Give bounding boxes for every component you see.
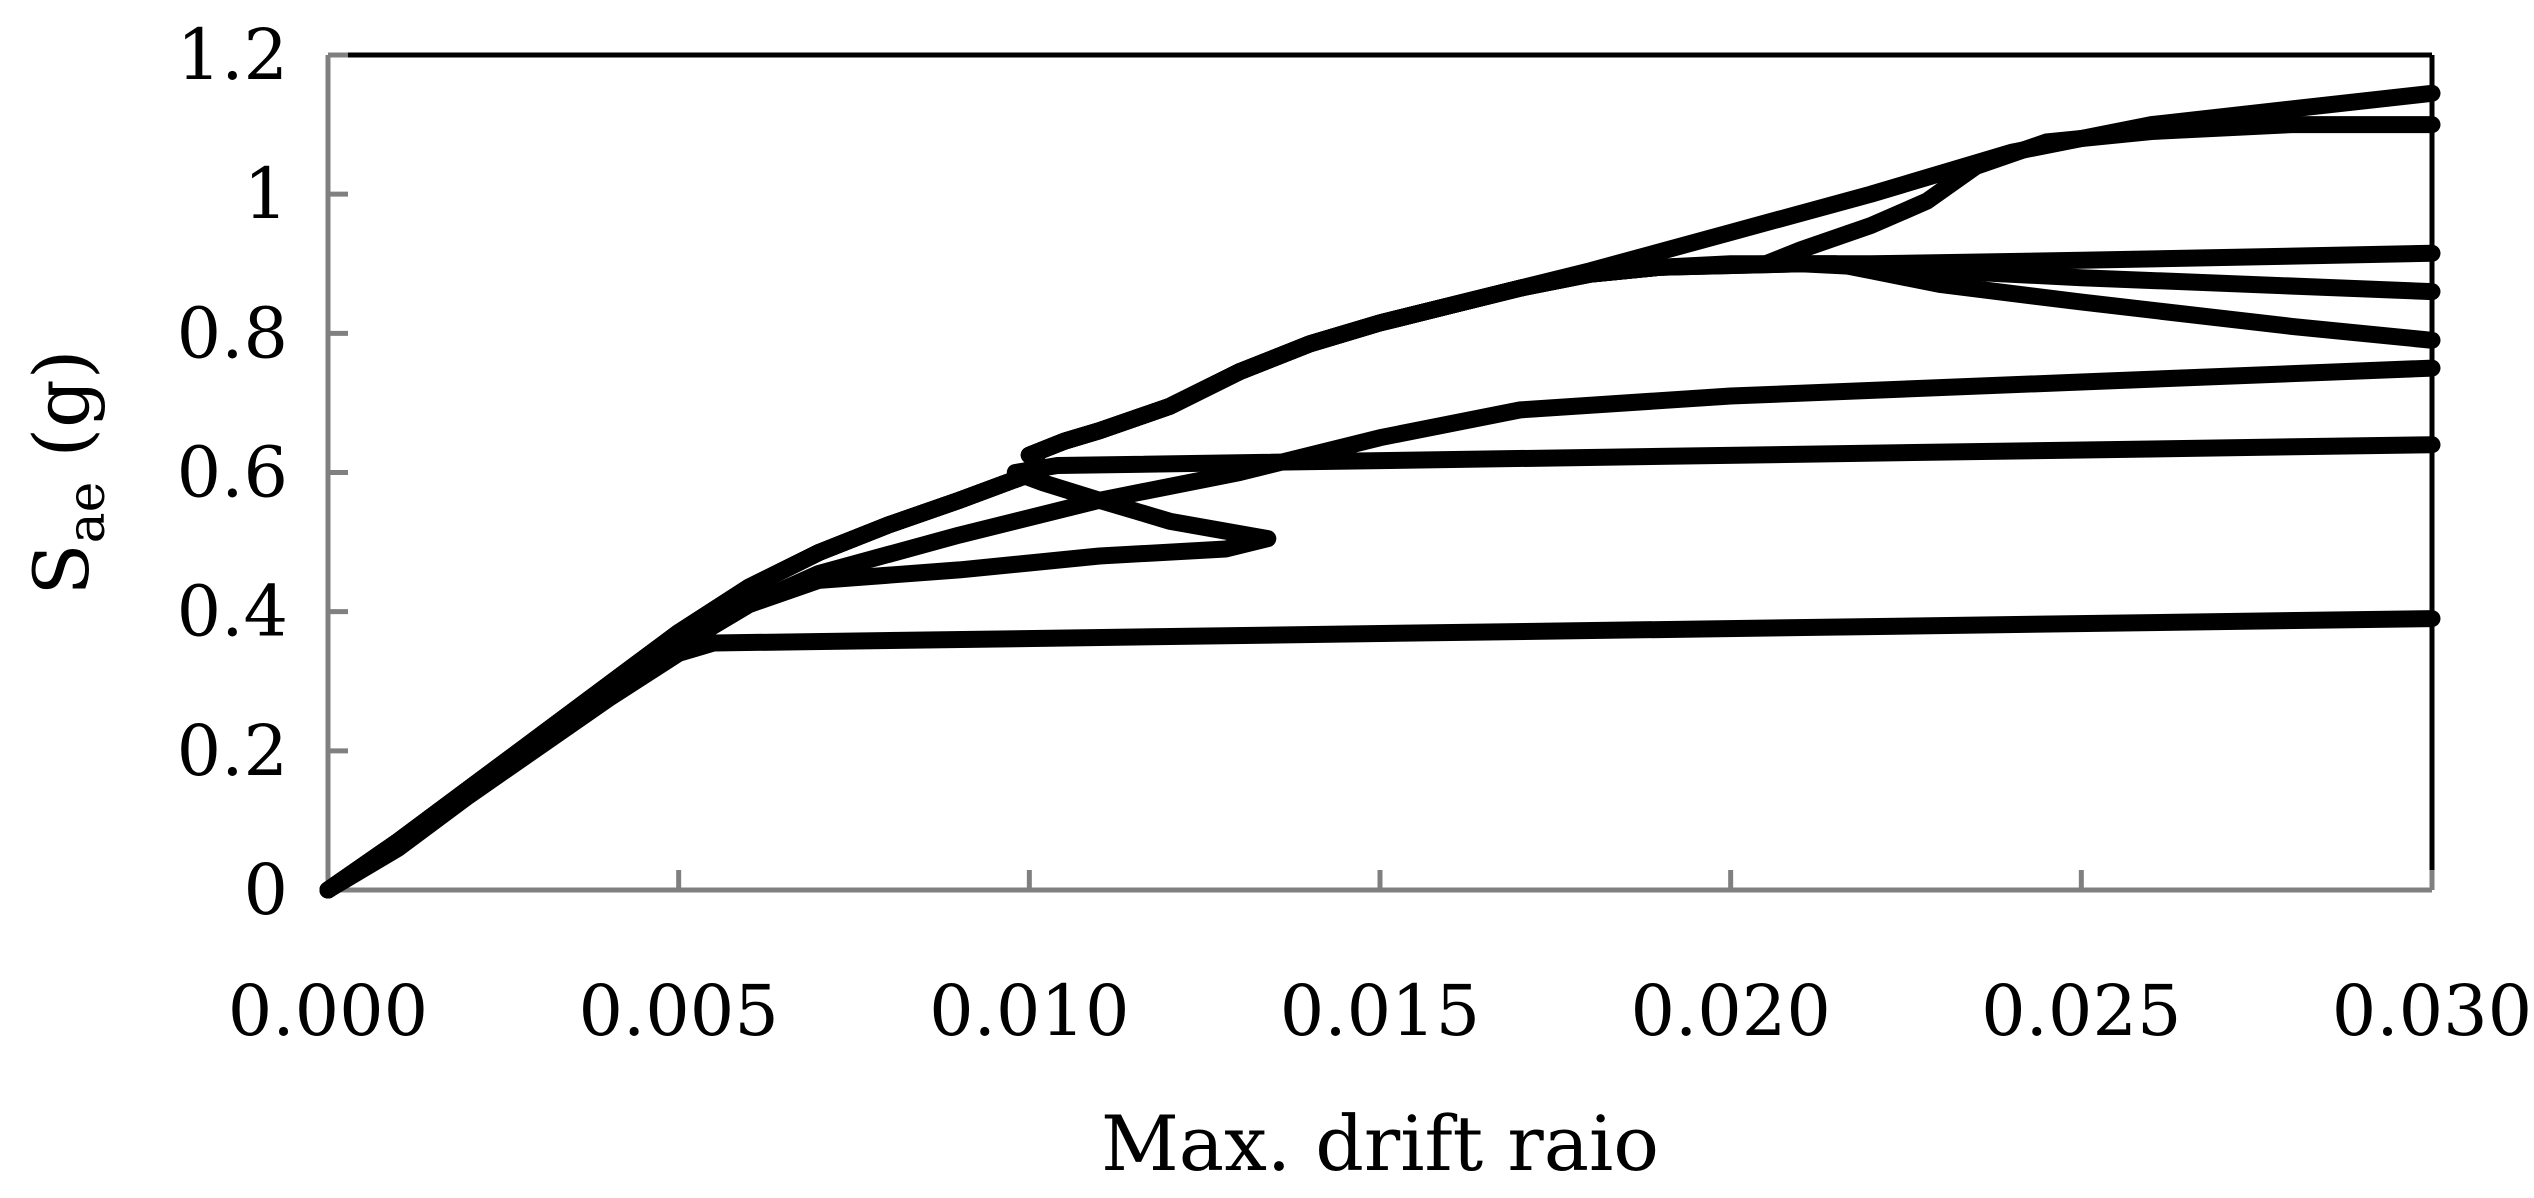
series-line-8 [319, 116, 2441, 899]
x-tick-label: 0.000 [228, 970, 428, 1052]
x-tick-label: 0.020 [1630, 970, 1830, 1052]
series-line-7 [319, 84, 2441, 899]
x-tick-label: 0.025 [1981, 970, 2181, 1052]
y-tick-label: 0.4 [177, 571, 288, 653]
x-tick-label: 0.005 [578, 970, 778, 1052]
y-axis-title-main: S [17, 543, 106, 595]
x-axis-ticks: 0.000 0.005 0.010 0.015 0.020 0.025 0.030 [228, 870, 2532, 1052]
x-axis-title: Max. drift raio [1101, 1099, 1659, 1188]
y-tick-label: 0.2 [177, 710, 288, 792]
series-line-4 [319, 244, 2441, 899]
y-axis-ticks: 0 0.2 0.4 0.6 0.8 1 1.2 [177, 14, 348, 931]
series-line-6 [319, 255, 2441, 899]
y-tick-label: 1.2 [177, 14, 288, 96]
plot-frame [325, 52, 2435, 893]
y-axis-title: Sae (g) [17, 350, 117, 596]
x-tick-label: 0.015 [1280, 970, 1480, 1052]
y-tick-label: 0.6 [177, 432, 288, 514]
y-axis-title-subscript: ae [57, 482, 117, 544]
y-tick-label: 0.8 [177, 292, 288, 374]
y-axis-title-unit: (g) [17, 350, 106, 482]
y-tick-label: 0 [243, 849, 288, 931]
x-tick-label: 0.030 [2332, 970, 2532, 1052]
x-tick-label: 0.010 [929, 970, 1129, 1052]
series-line-5 [319, 255, 2441, 899]
series-group [319, 84, 2441, 899]
y-tick-label: 1 [243, 153, 288, 235]
